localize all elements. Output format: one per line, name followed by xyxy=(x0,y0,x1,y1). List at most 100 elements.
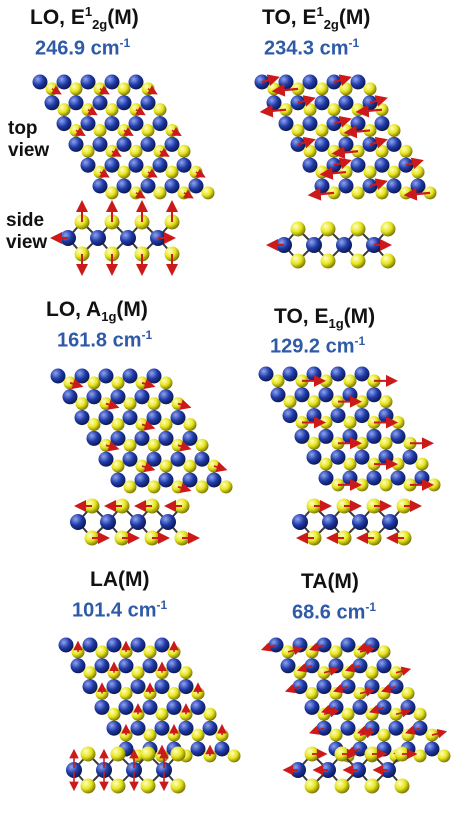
chalcogen-atom xyxy=(165,165,179,179)
chalcogen-atom xyxy=(315,82,329,96)
metal-atom xyxy=(378,408,394,424)
metal-atom xyxy=(164,136,180,152)
displacement-arrow xyxy=(308,725,325,735)
metal-atom xyxy=(122,410,138,426)
metal-atom xyxy=(68,95,84,111)
chalcogen-atom xyxy=(363,165,377,179)
metal-atom xyxy=(110,389,126,405)
chalcogen-atom xyxy=(159,459,173,473)
chalcogen-atom xyxy=(437,749,451,763)
chalcogen-atom xyxy=(87,376,101,390)
chalcogen-atom xyxy=(159,376,173,390)
metal-atom xyxy=(188,178,204,194)
chalcogen-atom xyxy=(159,417,173,431)
metal-atom xyxy=(154,637,170,653)
metal-atom xyxy=(280,658,296,674)
displacement-arrow xyxy=(296,663,313,673)
displacement-arrow xyxy=(87,106,98,116)
metal-atom xyxy=(90,230,106,246)
metal-atom xyxy=(104,74,120,90)
displacement-arrow xyxy=(261,74,280,86)
metal-atom xyxy=(302,157,318,173)
side-view-label-line2: view xyxy=(6,232,48,253)
metal-atom xyxy=(382,514,398,530)
metal-atom xyxy=(66,762,82,778)
metal-atom xyxy=(338,178,354,194)
chalcogen-atom xyxy=(377,728,391,742)
metal-atom xyxy=(278,116,294,132)
displacement-arrow xyxy=(141,461,156,473)
chalcogen-atom xyxy=(123,480,137,494)
chalcogen-atom xyxy=(140,778,156,794)
displacement-arrow xyxy=(99,168,110,178)
metal-atom xyxy=(366,428,382,444)
metal-atom xyxy=(164,178,180,194)
chalcogen-atom xyxy=(327,103,341,117)
metal-atom xyxy=(50,368,66,384)
chalcogen-atom xyxy=(343,374,357,388)
metal-atom xyxy=(82,637,98,653)
metal-atom xyxy=(176,157,192,173)
top-view-label: top view xyxy=(8,118,49,162)
metal-atom xyxy=(352,514,368,530)
metal-atom xyxy=(342,470,358,486)
chalcogen-atom xyxy=(111,376,125,390)
metal-atom xyxy=(128,157,144,173)
metal-atom xyxy=(86,389,102,405)
metal-atom xyxy=(170,451,186,467)
chalcogen-atom xyxy=(143,645,157,659)
metal-atom xyxy=(110,430,126,446)
chalcogen-atom xyxy=(315,165,329,179)
metal-atom xyxy=(98,410,114,426)
metal-atom xyxy=(134,430,150,446)
metal-atom xyxy=(424,741,440,757)
metal-atom xyxy=(158,430,174,446)
displacement-arrow xyxy=(369,178,388,190)
metal-atom xyxy=(94,658,110,674)
metal-atom xyxy=(152,157,168,173)
chalcogen-atom xyxy=(379,478,393,492)
metal-atom xyxy=(194,451,210,467)
metal-atom xyxy=(142,658,158,674)
mode-title-la: LA(M) xyxy=(90,568,150,591)
metal-atom xyxy=(116,136,132,152)
chalcogen-atom xyxy=(87,417,101,431)
mode-frequency-lo-e2g: 246.9 cm-1 xyxy=(35,36,131,60)
chalcogen-atom xyxy=(105,186,119,200)
metal-atom xyxy=(92,95,108,111)
displacement-arrow xyxy=(111,147,122,157)
mode-frequency-lo-a1g: 161.8 cm-1 xyxy=(57,328,153,352)
metal-atom xyxy=(182,472,198,488)
displacement-arrow xyxy=(171,127,182,137)
top-view-label-line2: view xyxy=(8,140,50,161)
chalcogen-atom xyxy=(191,728,205,742)
metal-atom xyxy=(92,178,108,194)
chalcogen-atom xyxy=(147,480,161,494)
metal-atom xyxy=(190,741,206,757)
metal-atom xyxy=(350,116,366,132)
chalcogen-atom xyxy=(327,144,341,158)
chalcogen-atom xyxy=(329,728,343,742)
top-view-label-line1: top xyxy=(8,118,38,139)
chalcogen-atom xyxy=(195,480,209,494)
chalcogen-atom xyxy=(107,707,121,721)
metal-atom xyxy=(402,449,418,465)
chalcogen-atom xyxy=(387,123,401,137)
displacement-arrow xyxy=(177,399,192,410)
metal-atom xyxy=(74,368,90,384)
chalcogen-atom xyxy=(105,103,119,117)
chalcogen-atom xyxy=(303,103,317,117)
chalcogen-atom xyxy=(339,123,353,137)
displacement-arrow xyxy=(105,399,120,410)
displacement-arrow xyxy=(259,104,287,118)
displacement-arrow xyxy=(359,645,376,656)
displacement-arrow xyxy=(287,645,304,656)
metal-atom xyxy=(92,136,108,152)
metal-atom xyxy=(318,387,334,403)
metal-atom xyxy=(130,720,146,736)
metal-atom xyxy=(152,116,168,132)
metal-atom xyxy=(282,366,298,382)
metal-atom xyxy=(96,762,112,778)
chalcogen-atom xyxy=(81,144,95,158)
metal-atom xyxy=(110,472,126,488)
